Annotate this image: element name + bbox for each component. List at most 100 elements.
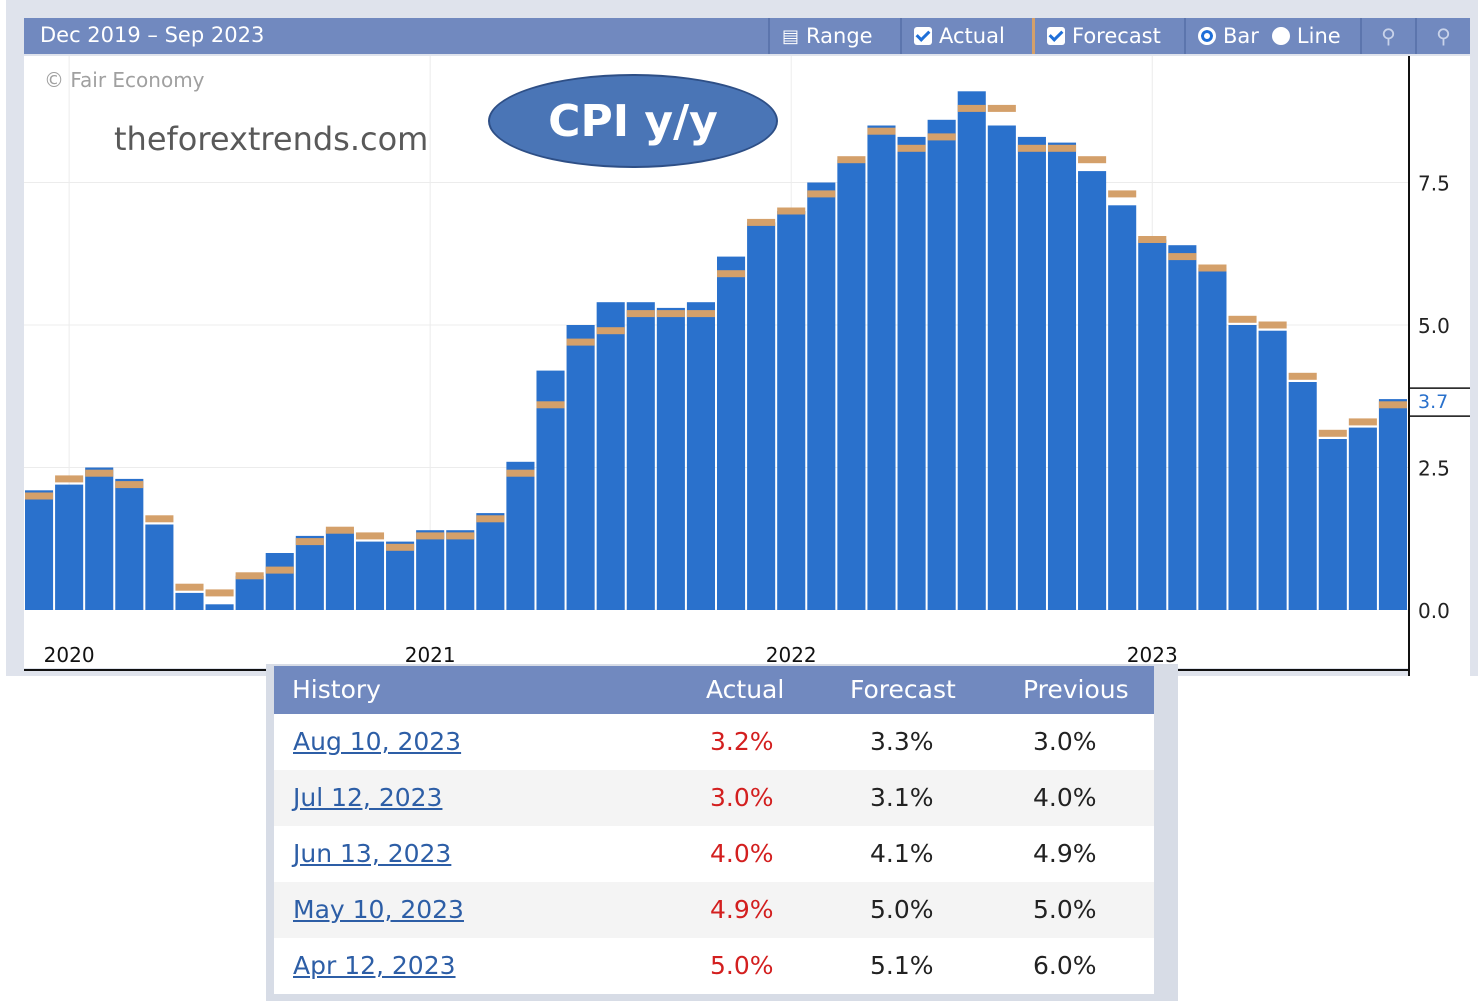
actual-bar[interactable] [235,575,264,610]
cpi-badge: CPI y/y [488,74,778,168]
actual-bar[interactable] [596,302,625,610]
actual-bar[interactable] [1228,325,1257,610]
actual-bar[interactable] [1288,382,1317,610]
actual-checkbox-icon[interactable] [914,27,932,45]
actual-bar[interactable] [717,256,746,610]
actual-bar[interactable] [566,325,595,610]
actual-bar[interactable] [1168,245,1197,610]
actual-bar[interactable] [837,159,866,610]
forecast-marker [1288,372,1317,380]
zoom-in-button[interactable]: ⚲ [1360,18,1415,54]
actual-bar[interactable] [295,535,324,610]
forecast-marker [927,133,956,141]
header-actual: Actual [706,675,785,704]
actual-bar[interactable] [55,484,84,610]
forecast-toggle[interactable]: Forecast [1032,18,1184,54]
forecast-marker [386,543,415,551]
actual-bar[interactable] [626,302,655,610]
actual-bar[interactable] [777,211,806,610]
row-date-link[interactable]: Jun 13, 2023 [293,839,452,868]
forecast-marker [175,583,204,591]
actual-bar[interactable] [115,478,144,610]
forecast-marker [115,481,144,489]
forecast-marker [1318,429,1347,437]
zoom-out-icon: ⚲ [1436,24,1451,48]
actual-bar[interactable] [536,370,565,610]
zoom-out-button[interactable]: ⚲ [1415,18,1470,54]
forecast-marker [1078,156,1107,164]
actual-bar[interactable] [1138,239,1167,611]
actual-bar[interactable] [987,125,1016,611]
actual-bar[interactable] [85,467,114,611]
actual-bar[interactable] [1108,205,1137,611]
forecast-marker [446,532,475,540]
actual-bar[interactable] [656,307,685,610]
actual-bar[interactable] [1378,399,1407,610]
row-previous: 5.0% [1033,895,1097,924]
row-forecast: 4.1% [870,839,934,868]
actual-bar[interactable] [927,119,956,611]
y-tick-label: 7.5 [1418,172,1450,196]
date-range-text: Dec 2019 – Sep 2023 [40,23,265,47]
bar-radio-icon[interactable] [1198,27,1216,45]
forecast-marker [1378,401,1407,409]
actual-bar[interactable] [867,125,896,611]
actual-toggle[interactable]: Actual [900,18,1030,54]
forecast-marker [1138,236,1167,243]
row-actual: 4.9% [710,895,774,924]
x-tick-label: 2023 [1127,643,1178,667]
row-actual: 4.0% [710,839,774,868]
forecast-marker [1047,144,1077,152]
actual-bar[interactable] [957,91,986,611]
actual-bar[interactable] [265,553,294,610]
actual-bar[interactable] [325,530,354,610]
forecast-marker [1017,144,1046,152]
actual-bar[interactable] [506,461,535,610]
forecast-marker [1348,418,1377,426]
forecast-marker [717,270,746,278]
actual-bar[interactable] [386,541,415,610]
y-tick-label: 5.0 [1418,314,1450,338]
actual-bar[interactable] [1047,142,1077,610]
row-date-link[interactable]: Aug 10, 2023 [293,727,462,756]
actual-bar[interactable] [205,604,234,610]
forecast-marker [1228,315,1257,323]
actual-bar[interactable] [25,490,54,610]
forecast-marker [1258,321,1287,329]
actual-bar[interactable] [1258,330,1287,610]
actual-bar[interactable] [1017,136,1046,610]
row-date-link[interactable]: May 10, 2023 [293,895,464,924]
row-previous: 6.0% [1033,951,1097,980]
actual-bar[interactable] [1078,171,1107,610]
actual-bar[interactable] [1318,439,1347,610]
row-previous: 4.9% [1033,839,1097,868]
actual-bar[interactable] [1348,427,1377,610]
line-radio-icon[interactable] [1271,27,1290,45]
chart-type-selector[interactable]: Bar Line [1184,18,1360,54]
forecast-marker [536,401,565,409]
forecast-checkbox-icon[interactable] [1047,27,1065,45]
actual-bar[interactable] [416,530,445,610]
actual-bar[interactable] [355,541,385,610]
forecast-marker [897,144,926,152]
y-tick-label: 2.5 [1418,457,1450,481]
row-date-link[interactable]: Apr 12, 2023 [293,951,456,980]
actual-bar[interactable] [686,302,715,610]
actual-bar[interactable] [897,136,926,610]
actual-bar[interactable] [145,524,174,611]
forecast-marker [25,492,54,500]
actual-bar[interactable] [476,513,505,610]
actual-bar[interactable] [807,182,836,611]
actual-bar[interactable] [1198,268,1227,610]
forecast-marker [957,104,986,112]
actual-bar[interactable] [747,222,776,610]
row-previous: 3.0% [1033,727,1097,756]
forecast-marker [506,469,535,477]
forecast-marker [566,338,595,346]
range-button[interactable]: ▤ Range [768,18,898,54]
actual-bar[interactable] [446,530,475,610]
row-date-link[interactable]: Jul 12, 2023 [293,783,443,812]
row-actual: 3.0% [710,783,774,812]
history-table: History Actual Forecast Previous Aug 10,… [266,664,1178,1001]
actual-bar[interactable] [175,592,204,610]
